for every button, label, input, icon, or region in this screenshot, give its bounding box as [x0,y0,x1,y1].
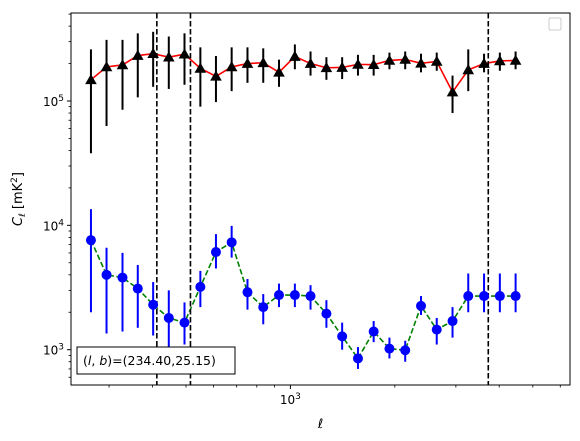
data-point-triangle [462,64,475,75]
data-point-triangle [509,54,522,65]
data-point-triangle [494,55,506,66]
data-point-triangle [352,58,364,69]
data-point-circle [368,326,379,337]
data-point-triangle [85,74,97,85]
data-point-circle [463,291,474,302]
data-point-triangle [478,57,490,68]
data-point-circle [273,290,284,301]
x-tick-label: 103 [280,392,301,407]
data-point-triangle [116,59,129,70]
data-point-triangle [304,57,317,68]
annotation-layer: (l, b)=(234.40,25.15) [76,346,236,375]
vertical-lines-layer [156,13,490,385]
data-point-triangle [336,61,348,72]
data-point-triangle [257,56,270,68]
series-line-1 [90,239,516,360]
data-point-circle [447,316,458,327]
markers-layer [85,47,522,364]
data-point-triangle [273,66,285,77]
data-point-triangle [210,70,222,81]
data-point-triangle [289,50,301,61]
data-point-circle [400,345,411,356]
data-point-circle [85,235,96,246]
axes-layer: 103 103 104 105 [43,12,571,407]
data-point-triangle [446,86,459,97]
data-point-triangle [194,62,207,73]
data-point-circle [416,300,427,311]
data-point-circle [195,281,206,292]
data-point-circle [101,269,112,280]
y-tick-label: 105 [43,94,64,109]
data-point-circle [431,324,442,335]
y-tick-label: 104 [43,218,64,233]
series-lines-layer [90,52,516,360]
data-point-circle [289,290,300,301]
data-point-circle [321,308,332,319]
data-point-circle [305,291,316,302]
data-point-circle [210,247,221,258]
data-point-circle [117,272,128,283]
y-tick-label: 103 [43,343,64,358]
data-point-circle [479,291,490,302]
data-point-circle [179,317,190,328]
data-point-triangle [383,54,396,65]
data-point-circle [148,299,159,310]
data-point-circle [258,302,269,313]
annotation-text: (l, b)=(234.40,25.15) [83,353,216,368]
data-point-circle [226,237,237,248]
legend-layer [548,17,562,31]
data-point-circle [510,291,521,302]
annotation-box [76,346,236,375]
data-point-triangle [131,49,144,60]
data-point-triangle [100,61,113,72]
data-point-circle [494,291,505,302]
data-point-triangle [367,58,380,69]
y-axis-label: Cℓ [mK2] [10,172,28,226]
data-point-circle [337,331,348,342]
data-point-triangle [241,57,254,68]
plot-frame [70,12,571,386]
data-point-circle [352,353,363,364]
data-point-triangle [320,61,333,73]
data-point-circle [242,287,253,298]
data-point-triangle [162,51,175,62]
series-line-0 [90,52,516,94]
data-point-circle [163,312,174,323]
data-point-triangle [225,61,238,72]
axis-labels-layer: ℓ Cℓ [mK2] [10,172,323,432]
data-point-triangle [430,55,443,66]
data-point-triangle [178,48,191,59]
x-axis-label: ℓ [317,417,323,432]
data-point-circle [132,283,143,294]
legend-box [548,17,562,31]
data-point-triangle [147,47,159,59]
data-point-triangle [399,53,412,64]
data-point-circle [384,343,395,354]
data-point-triangle [415,57,427,68]
